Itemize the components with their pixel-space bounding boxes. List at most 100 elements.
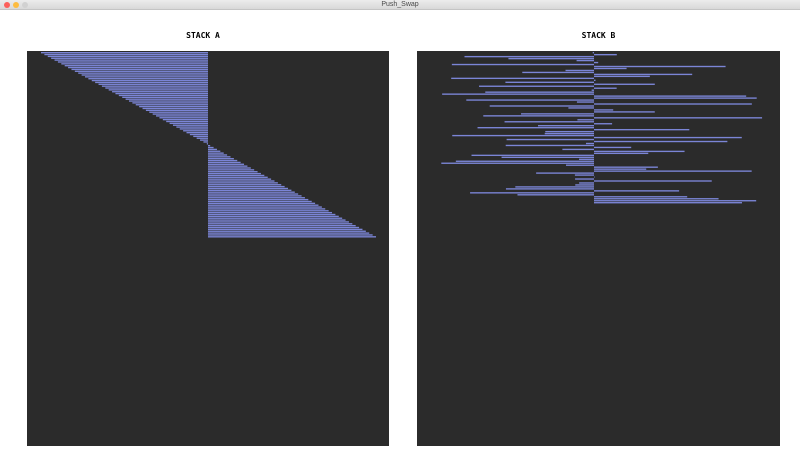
stack-b-bar <box>594 53 617 56</box>
stack-b-bar <box>594 109 614 111</box>
stack-b-bar <box>536 172 594 174</box>
stack-a-bar <box>74 70 208 72</box>
stack-a-bar <box>122 96 208 98</box>
stack-b-bar <box>594 67 627 70</box>
stack-a-bar <box>208 224 356 227</box>
stack-a-bar <box>125 98 208 100</box>
stack-b-bar <box>594 198 719 200</box>
stack-a-bar <box>203 141 208 143</box>
stack-a-bar <box>51 57 208 59</box>
stack-a-bar <box>193 135 208 138</box>
stack-a-bar <box>105 87 208 89</box>
stack-a-bar <box>208 185 285 188</box>
stack-a-bar <box>208 191 295 193</box>
stack-b-bar <box>594 196 688 198</box>
stack-b-bar <box>594 103 752 105</box>
stack-b-bars <box>441 52 763 204</box>
maximize-window-button[interactable] <box>22 1 28 8</box>
stack-a-bar <box>84 76 208 78</box>
stack-a-bar <box>108 89 208 91</box>
stack-a-bar <box>98 83 208 85</box>
stack-b-bar <box>505 81 594 83</box>
stack-b-bar <box>594 95 747 97</box>
stack-a-bar <box>208 167 251 169</box>
stack-b-bar <box>594 190 680 192</box>
stack-b-bar <box>574 174 594 176</box>
stack-a-bar <box>208 226 360 229</box>
stack-b-bar <box>575 184 594 186</box>
stack-a-bar <box>208 206 322 208</box>
stack-a-bar <box>208 213 336 216</box>
stack-a-bar <box>152 113 208 115</box>
stack-a-bar <box>208 178 272 180</box>
stack-a-bar <box>208 152 224 154</box>
stack-a-bar <box>156 115 208 117</box>
stack-a-bar <box>208 221 349 223</box>
stack-b-bar <box>594 170 752 172</box>
stack-b-bar <box>452 134 594 137</box>
stack-a-bar <box>208 234 373 236</box>
stack-b-bar <box>594 166 658 168</box>
stack-a-bar <box>208 230 366 232</box>
stack-b-bar <box>565 69 594 72</box>
stack-a-bar <box>208 165 248 167</box>
stack-a-bar <box>208 197 305 199</box>
stack-a-bar <box>91 79 208 82</box>
stack-b-bar <box>594 123 613 125</box>
stack-b-bar <box>477 127 594 129</box>
stack-b-bar <box>575 178 594 180</box>
close-window-button[interactable] <box>4 1 10 8</box>
stack-b-bar <box>545 130 594 133</box>
stack-b-bar <box>508 57 594 60</box>
stack-a-bar <box>208 161 241 164</box>
stack-b-bar <box>451 77 594 80</box>
stack-a-bar <box>169 122 208 125</box>
window-title: Push_Swap <box>381 1 419 8</box>
stack-a-bar <box>208 204 319 206</box>
stack-a-bar <box>112 91 208 93</box>
stack-a-bar <box>208 154 228 156</box>
stack-b-bar <box>451 63 594 66</box>
stack-b-bar <box>562 148 594 151</box>
stack-a-bar <box>47 55 209 58</box>
stack-a-bar <box>208 202 316 205</box>
stack-a-bar <box>206 143 208 145</box>
stack-a-bar <box>88 78 208 80</box>
stack-b-bar <box>579 182 594 184</box>
window-titlebar: Push_Swap <box>0 0 800 10</box>
stack-a-bar <box>135 104 208 106</box>
stack-a-bar <box>139 105 208 108</box>
stack-b-bar <box>565 164 594 166</box>
stack-a-bar <box>142 107 208 110</box>
stack-a-bar <box>145 109 208 112</box>
minimize-window-button[interactable] <box>13 1 19 8</box>
stack-b-bar <box>537 125 594 127</box>
stack-a-bar <box>57 61 208 63</box>
stack-a-bar <box>95 81 208 84</box>
stack-b-bar <box>442 93 594 95</box>
stack-a-bar <box>208 156 231 158</box>
stack-a-bar <box>208 158 234 160</box>
stack-a-bar <box>61 63 208 65</box>
stack-b-bar <box>594 65 726 68</box>
stack-b-bar <box>594 150 685 153</box>
stack-b-bar <box>576 101 594 103</box>
stack-a-bar <box>162 118 208 121</box>
stack-b-panel <box>417 51 780 446</box>
stack-b-bar <box>464 55 594 58</box>
stack-b-bar <box>517 194 594 196</box>
stack-b-title: STACK B <box>581 31 616 40</box>
stack-b-bar <box>466 99 594 101</box>
stack-b-bar <box>594 140 728 143</box>
stack-b-bar <box>521 113 594 115</box>
stack-a-bar <box>128 100 208 102</box>
stack-b-bar <box>515 186 594 188</box>
stack-a-bar <box>101 85 208 87</box>
stack-a-bar <box>208 193 299 195</box>
stack-b-bar <box>585 142 594 145</box>
stack-b-bar <box>568 107 594 109</box>
stack-b-bar <box>594 202 742 204</box>
stack-a-title: STACK A <box>186 31 220 40</box>
stack-a-bar <box>208 195 302 197</box>
stack-b-bar <box>504 121 594 123</box>
